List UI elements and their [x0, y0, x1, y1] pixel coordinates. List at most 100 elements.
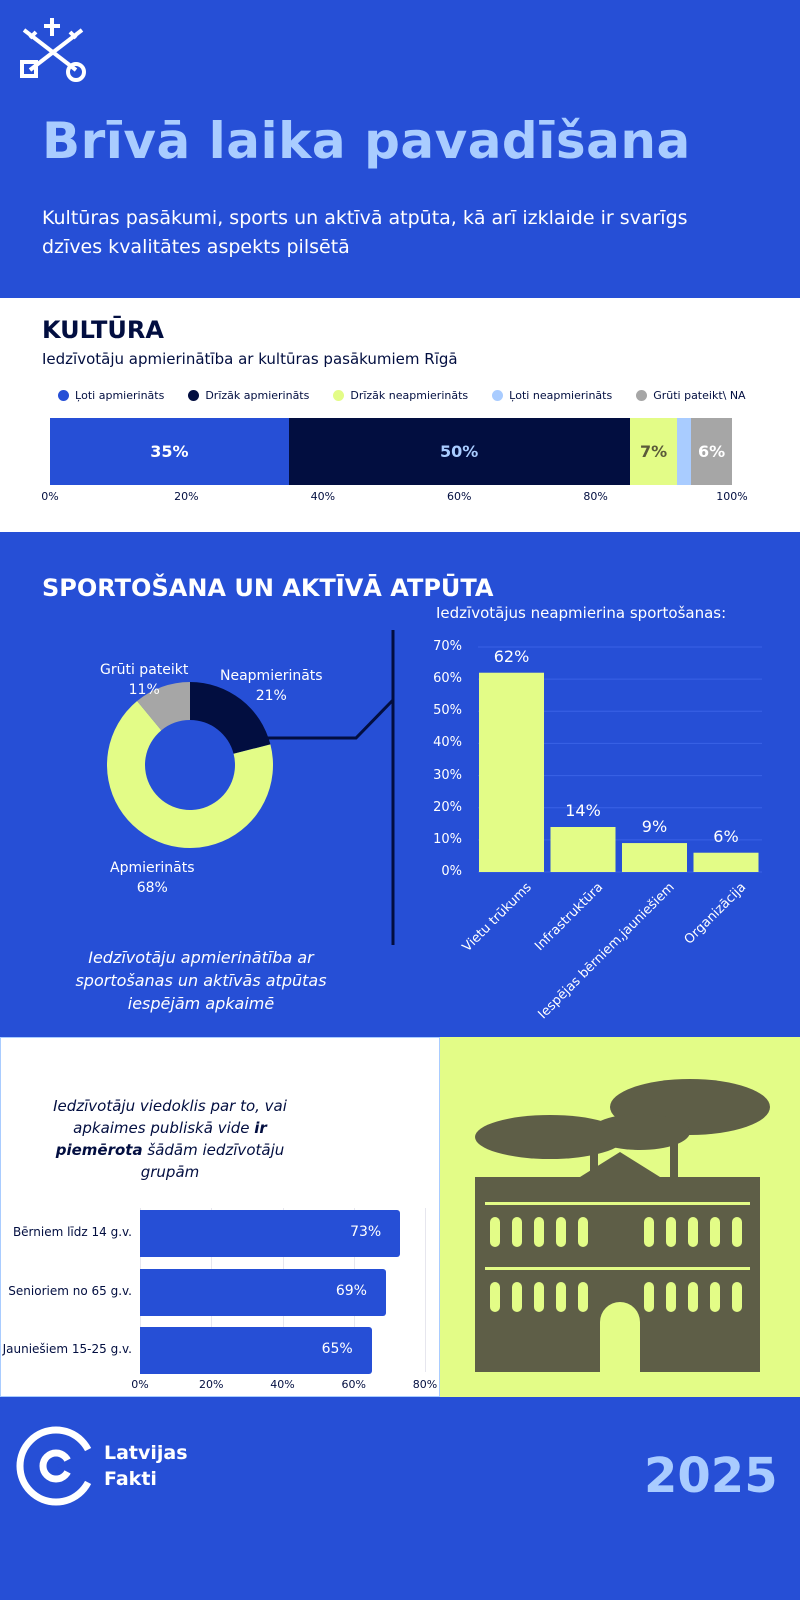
title-part: šādām iedzīvotāju grupām	[140, 1141, 285, 1181]
donut-slice	[190, 682, 271, 754]
window	[732, 1282, 742, 1312]
x-tick-label: 40%	[270, 1378, 295, 1391]
slice-name: Apmierināts	[110, 860, 195, 876]
connector-line	[240, 698, 395, 740]
hbar-value-label: 69%	[335, 1282, 367, 1299]
hbar-category-label: Jauniešiem 15-25 g.v.	[2, 1342, 132, 1356]
brand-line: Fakti	[104, 1468, 157, 1490]
x-tick-label: 60%	[446, 490, 472, 503]
bar-value-label: 9%	[641, 817, 668, 837]
hbar-category-label: Senioriem no 65 g.v.	[8, 1283, 132, 1298]
donut-label-apmierinats: Apmierināts 68%	[110, 858, 195, 898]
legend-label: Grūti pateikt\ NA	[653, 389, 746, 402]
bar-value-label: 62%	[493, 646, 530, 666]
y-tick-label: 40%	[433, 735, 462, 751]
hbar	[140, 1268, 386, 1316]
window	[666, 1217, 676, 1247]
x-tick-label: 80%	[583, 490, 608, 503]
hbar-value-label: 73%	[350, 1224, 382, 1240]
culture-chart-title: Iedzīvotāju apmierinātība ar kultūras pa…	[42, 350, 458, 368]
window	[578, 1282, 588, 1312]
footer-year: 2025	[644, 1448, 778, 1504]
x-tick-label: 0%	[131, 1378, 149, 1391]
x-tick-label: 0%	[41, 490, 59, 503]
legend-label: Ļoti neapmierināts	[509, 389, 613, 402]
culture-section	[0, 298, 800, 532]
donut-label-gruti-pateikt: Grūti pateikt 11%	[100, 660, 188, 700]
legend-item: Drīzāk neapmierināts	[333, 389, 468, 402]
page-subtitle: Kultūras pasākumi, sports un aktīvā atpū…	[42, 207, 688, 258]
bar-value-label: 6%	[713, 826, 739, 846]
legend-item: Ļoti neapmierināts	[492, 389, 612, 402]
legend-label: Drīzāk apmierināts	[205, 389, 310, 402]
window	[556, 1217, 566, 1247]
legend-dot	[636, 390, 648, 401]
bar	[479, 672, 544, 872]
y-tick-label: 10%	[433, 831, 462, 847]
hbar	[140, 1210, 401, 1257]
stacked-segment: 35%	[50, 418, 289, 485]
stacked-segment: 50%	[288, 418, 630, 485]
title-emphasis: ir piemērota	[55, 1119, 267, 1159]
header: Brīvā laika pavadīšana Kultūras pasākumi…	[0, 0, 800, 298]
building-illustration	[440, 1037, 800, 1397]
window	[534, 1217, 544, 1247]
window	[644, 1282, 654, 1312]
legend-dot	[58, 390, 69, 401]
legend-label: Drīzāk neapmierināts	[350, 389, 469, 402]
stacked-segment	[677, 418, 692, 485]
y-tick-label: 0%	[441, 864, 462, 879]
slice-value: 68%	[136, 880, 168, 896]
hbar	[140, 1327, 372, 1374]
legend-dot	[188, 390, 200, 401]
window	[666, 1282, 676, 1312]
y-tick-label: 70%	[433, 639, 462, 654]
bar	[550, 827, 616, 872]
footer-brand: Latvijas Fakti	[104, 1440, 188, 1492]
donut-slice	[106, 701, 273, 848]
window	[512, 1217, 522, 1247]
slice-value: 11%	[128, 682, 160, 698]
bar	[622, 843, 687, 872]
bar	[693, 852, 759, 872]
brand-line: Latvijas	[104, 1442, 188, 1464]
window	[710, 1217, 720, 1247]
window	[688, 1282, 698, 1312]
slice-name: Grūti pateikt	[100, 662, 189, 678]
culture-heading: KULTŪRA	[42, 316, 164, 344]
bar-value-label: 14%	[565, 801, 601, 820]
legend-item: Grūti pateikt\ NA	[636, 389, 746, 402]
window	[490, 1282, 500, 1312]
donut-slice	[137, 682, 190, 731]
x-tick-label: 100%	[716, 490, 748, 503]
sport-bar-title: Iedzīvotājus neapmierina sportošanas:	[436, 604, 727, 622]
legend-dot	[333, 390, 345, 401]
stacked-segment: 6%	[691, 418, 732, 485]
slice-name: Neapmierināts	[220, 668, 323, 684]
window	[688, 1217, 698, 1247]
window	[534, 1282, 544, 1312]
window	[490, 1217, 500, 1247]
legend-label: Ļoti apmierināts	[75, 389, 165, 402]
legend-dot	[492, 390, 504, 401]
window	[578, 1217, 588, 1247]
x-tick-label: 40%	[310, 490, 336, 503]
latvijas-fakti-logo-icon	[16, 1426, 97, 1506]
y-tick-label: 60%	[433, 671, 462, 687]
donut-label-neapmierinats: Neapmierināts 21%	[220, 666, 323, 706]
riga-keys-cross-icon	[20, 18, 86, 82]
public-space-title: Iedzīvotāju viedoklis par to, vai apkaim…	[40, 1095, 300, 1183]
gridline	[425, 1208, 426, 1372]
title-part: Iedzīvotāju viedoklis par to, vai apkaim…	[53, 1097, 287, 1137]
hbar-category-label: Bērniem līdz 14 g.v.	[12, 1225, 132, 1239]
page-title: Brīvā laika pavadīšana	[42, 112, 691, 170]
window	[512, 1282, 522, 1312]
building-with-trees-icon	[475, 1079, 770, 1372]
x-tick-label: 20%	[199, 1378, 224, 1391]
y-tick-label: 30%	[433, 767, 462, 783]
hbar-value-label: 65%	[321, 1341, 353, 1357]
window	[644, 1217, 654, 1247]
y-tick-label: 50%	[433, 703, 462, 719]
x-tick-label: 80%	[412, 1378, 438, 1391]
